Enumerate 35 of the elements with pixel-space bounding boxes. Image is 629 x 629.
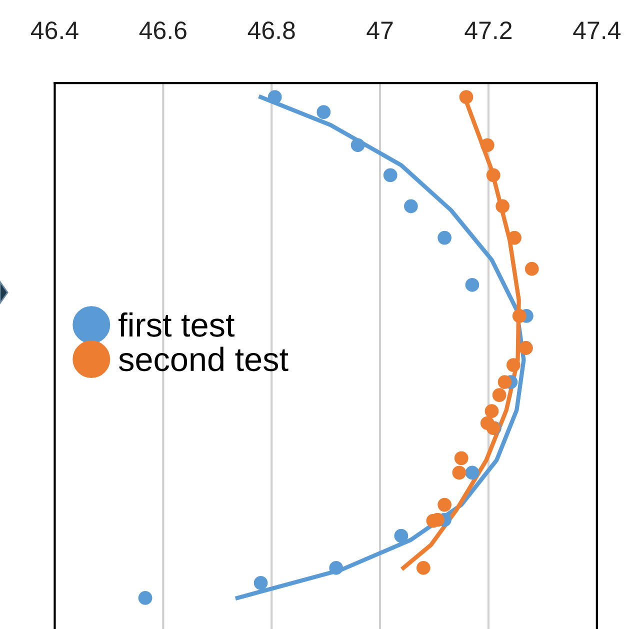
point xyxy=(512,309,526,323)
point xyxy=(498,375,512,390)
point xyxy=(329,560,344,575)
point xyxy=(316,105,331,120)
point xyxy=(452,466,466,480)
point xyxy=(459,90,474,104)
x-tick-label: 47.2 xyxy=(464,21,512,39)
point xyxy=(138,591,152,605)
point xyxy=(404,199,418,214)
x-tick-label: 47.4 xyxy=(573,22,621,39)
point xyxy=(486,168,500,182)
x-tick-label: 46.6 xyxy=(139,21,186,40)
point xyxy=(254,576,268,590)
point xyxy=(394,528,408,543)
legend-label: second test xyxy=(118,346,288,372)
point xyxy=(438,498,452,512)
point xyxy=(480,138,494,152)
point xyxy=(383,168,398,182)
point xyxy=(506,358,520,372)
point xyxy=(492,388,506,402)
point xyxy=(416,560,430,575)
x-tick-label: 47 xyxy=(366,22,393,39)
point xyxy=(465,466,480,480)
point xyxy=(350,138,365,152)
point xyxy=(268,90,282,104)
x-tick-label: 46.8 xyxy=(248,21,295,40)
point xyxy=(496,199,510,214)
point xyxy=(484,404,499,418)
point xyxy=(454,451,468,466)
point xyxy=(508,230,522,245)
point xyxy=(438,230,452,245)
point xyxy=(465,278,480,292)
x-tick-label: 46.4 xyxy=(30,21,78,40)
legend-label: first test xyxy=(118,312,234,337)
point xyxy=(524,262,539,276)
